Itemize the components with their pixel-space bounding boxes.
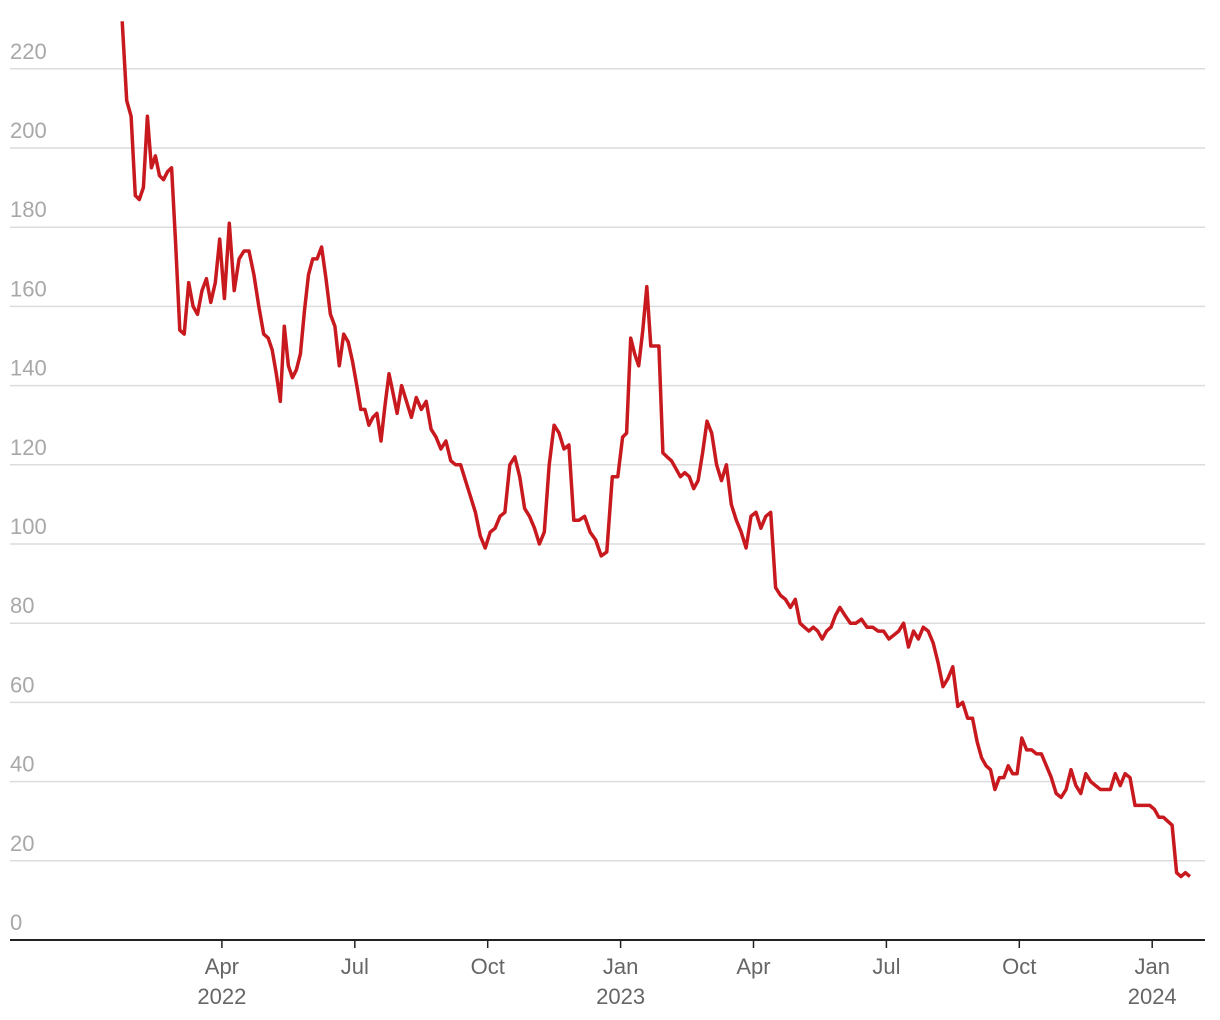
y-tick-label: 100 xyxy=(10,514,47,539)
y-tick-label: 160 xyxy=(10,276,47,301)
price-line xyxy=(120,21,1192,879)
y-tick-label: 220 xyxy=(10,39,47,64)
x-tick-label: Jul xyxy=(872,954,900,979)
y-tick-label: 200 xyxy=(10,118,47,143)
y-tick-label: 40 xyxy=(10,752,34,777)
x-tick-label: Apr xyxy=(736,954,770,979)
x-tick-label: Apr 2022 xyxy=(197,954,246,1009)
x-tick-label: Oct xyxy=(1002,954,1036,979)
y-tick-label: 140 xyxy=(10,356,47,381)
y-tick-label: 0 xyxy=(10,910,22,935)
x-tick-label: Jan 2024 xyxy=(1128,954,1177,1009)
y-tick-label: 20 xyxy=(10,831,34,856)
y-tick-label: 80 xyxy=(10,593,34,618)
x-tick-label: Jul xyxy=(341,954,369,979)
y-tick-label: 60 xyxy=(10,672,34,697)
y-tick-label: 180 xyxy=(10,197,47,222)
y-tick-label: 120 xyxy=(10,435,47,460)
x-tick-label: Jan 2023 xyxy=(596,954,645,1009)
x-tick-label: Oct xyxy=(471,954,505,979)
